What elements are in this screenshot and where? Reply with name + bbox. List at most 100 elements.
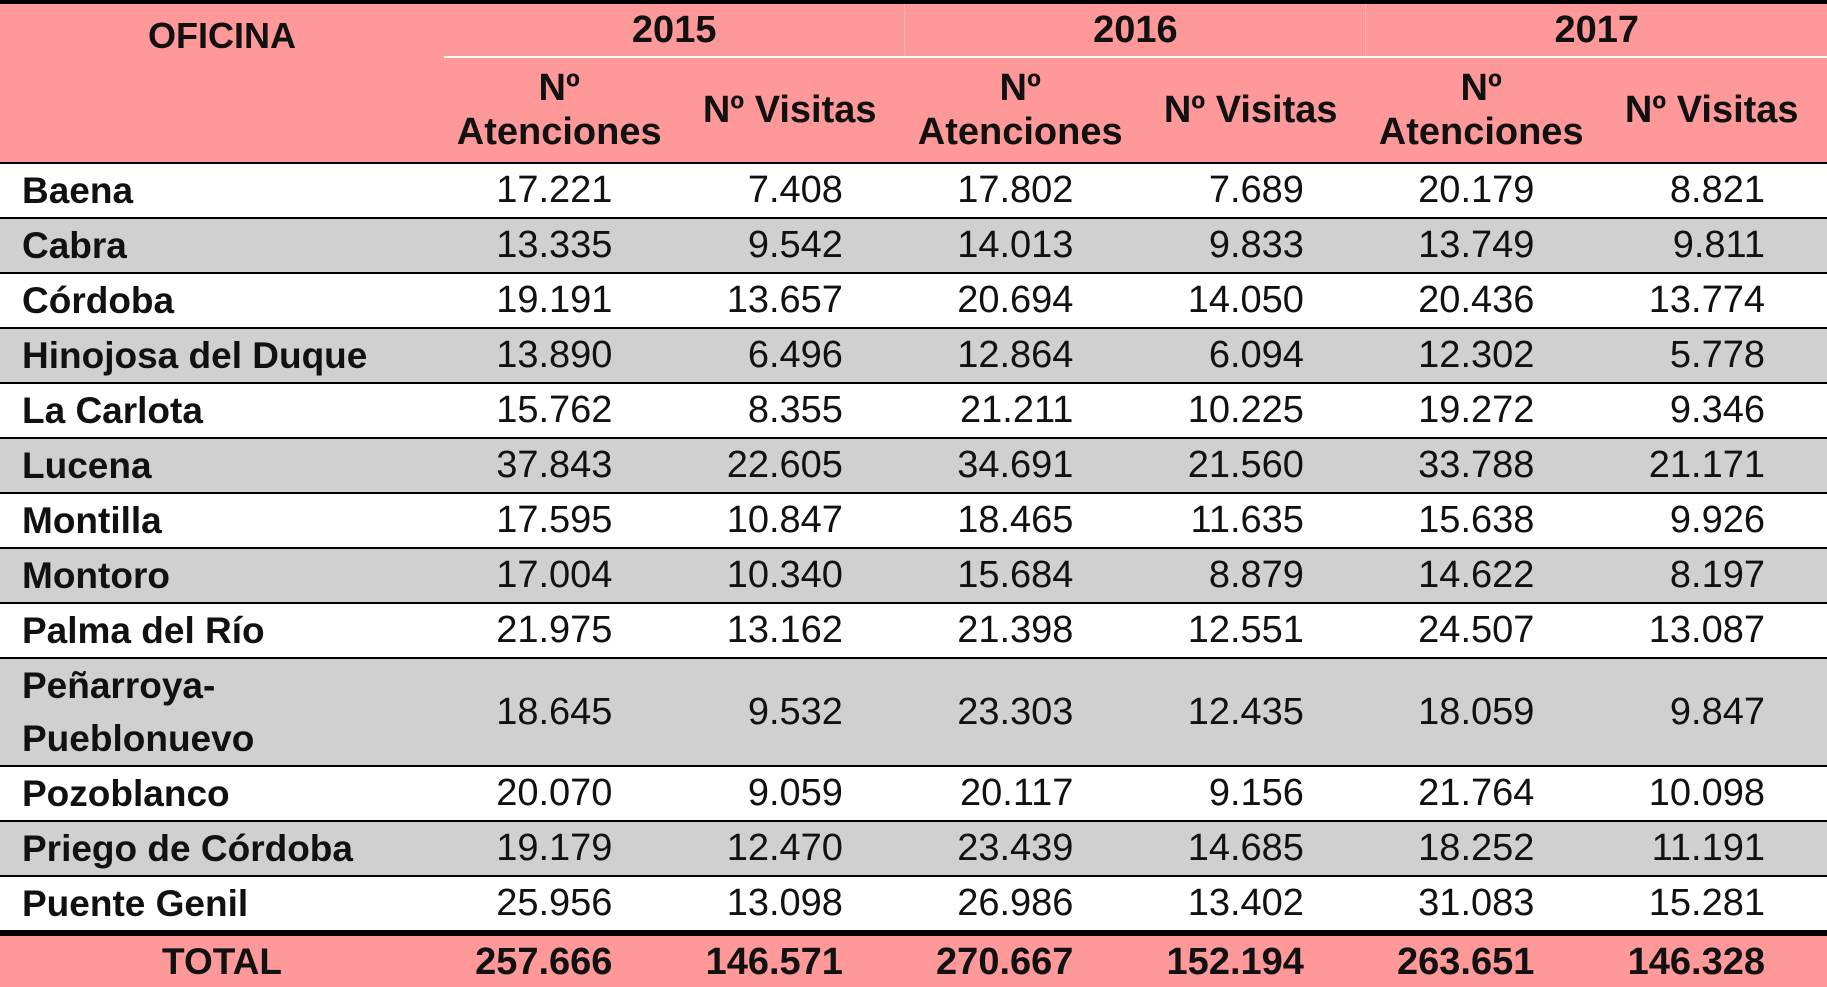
- value-cell: 19.179: [443, 820, 675, 876]
- table-row: Montilla 17.595 10.847 18.465 11.635 15.638 9.…: [0, 492, 1827, 548]
- value-cell: 6.094: [1135, 327, 1366, 383]
- value-cell: 9.847: [1596, 657, 1827, 766]
- value-cell: 18.252: [1365, 820, 1597, 876]
- value-cell: 33.788: [1365, 437, 1597, 493]
- attentions-header-2017: Nº Atenciones: [1365, 57, 1597, 163]
- total-row: TOTAL 257.666 146.571 270.667 152.194 26…: [0, 930, 1827, 987]
- total-cell: 257.666: [443, 930, 675, 987]
- value-cell: 7.689: [1135, 162, 1366, 218]
- value-cell: 8.821: [1596, 162, 1827, 218]
- value-cell: 21.560: [1135, 437, 1366, 493]
- value-cell: 17.595: [443, 492, 675, 548]
- office-name-cell: Baena: [0, 162, 444, 218]
- value-cell: 17.221: [443, 162, 675, 218]
- table-body: Baena 17.221 7.408 17.802 7.689 20.179 8.821 Ca…: [0, 162, 1827, 933]
- value-cell: 7.408: [674, 162, 905, 218]
- value-cell: 14.050: [1135, 272, 1366, 328]
- value-cell: 5.778: [1596, 327, 1827, 383]
- table-row: Peñarroya-Pueblonuevo 18.645 9.532 23.303 12…: [0, 657, 1827, 766]
- table-row: La Carlota 15.762 8.355 21.211 10.225 19.272 9…: [0, 382, 1827, 438]
- visits-header-2016: Nº Visitas: [1135, 57, 1366, 163]
- value-cell: 14.685: [1135, 820, 1366, 876]
- value-cell: 13.162: [674, 602, 905, 658]
- value-cell: 21.398: [904, 602, 1136, 658]
- total-cell: 146.328: [1596, 930, 1827, 987]
- total-cell: 152.194: [1135, 930, 1366, 987]
- value-cell: 19.272: [1365, 382, 1597, 438]
- office-name-cell: Hinojosa del Duque: [0, 327, 444, 383]
- value-cell: 10.225: [1135, 382, 1366, 438]
- value-cell: 12.470: [674, 820, 905, 876]
- value-cell: 13.402: [1135, 875, 1366, 933]
- value-cell: 12.302: [1365, 327, 1597, 383]
- value-cell: 13.098: [674, 875, 905, 933]
- attentions-header-2015: Nº Atenciones: [443, 57, 675, 163]
- value-cell: 10.098: [1596, 765, 1827, 821]
- total-cell: 146.571: [674, 930, 905, 987]
- value-cell: 26.986: [904, 875, 1136, 933]
- value-cell: 8.879: [1135, 547, 1366, 603]
- value-cell: 17.004: [443, 547, 675, 603]
- table-header: OFICINA 2015 2016 2017 Nº Atenciones Nº …: [0, 2, 1827, 163]
- visits-header-2017: Nº Visitas: [1596, 57, 1827, 163]
- total-cell: 263.651: [1365, 930, 1597, 987]
- attentions-header-2016: Nº Atenciones: [904, 57, 1136, 163]
- value-cell: 18.059: [1365, 657, 1597, 766]
- value-cell: 11.635: [1135, 492, 1366, 548]
- year-header-2016: 2016: [904, 2, 1366, 58]
- value-cell: 13.774: [1596, 272, 1827, 328]
- value-cell: 37.843: [443, 437, 675, 493]
- office-name-cell: Puente Genil: [0, 875, 444, 933]
- value-cell: 34.691: [904, 437, 1136, 493]
- table-row: Priego de Córdoba 19.179 12.470 23.439 14.68…: [0, 820, 1827, 876]
- value-cell: 8.355: [674, 382, 905, 438]
- value-cell: 9.156: [1135, 765, 1366, 821]
- value-cell: 20.070: [443, 765, 675, 821]
- value-cell: 14.622: [1365, 547, 1597, 603]
- value-cell: 21.211: [904, 382, 1136, 438]
- table-row: Palma del Río 21.975 13.162 21.398 12.551 24.…: [0, 602, 1827, 658]
- value-cell: 9.542: [674, 217, 905, 273]
- table-row: Hinojosa del Duque 13.890 6.496 12.864 6.094…: [0, 327, 1827, 383]
- office-name-cell: La Carlota: [0, 382, 444, 438]
- table-row: Baena 17.221 7.408 17.802 7.689 20.179 8.821: [0, 162, 1827, 218]
- value-cell: 14.013: [904, 217, 1136, 273]
- value-cell: 21.764: [1365, 765, 1597, 821]
- value-cell: 9.833: [1135, 217, 1366, 273]
- value-cell: 18.645: [443, 657, 675, 766]
- value-cell: 11.191: [1596, 820, 1827, 876]
- value-cell: 13.890: [443, 327, 675, 383]
- table-row: Pozoblanco 20.070 9.059 20.117 9.156 21.764 10…: [0, 765, 1827, 821]
- value-cell: 20.117: [904, 765, 1136, 821]
- value-cell: 12.864: [904, 327, 1136, 383]
- value-cell: 15.638: [1365, 492, 1597, 548]
- value-cell: 20.694: [904, 272, 1136, 328]
- value-cell: 12.551: [1135, 602, 1366, 658]
- total-cell: 270.667: [904, 930, 1136, 987]
- visits-header-2015: Nº Visitas: [674, 57, 905, 163]
- value-cell: 18.465: [904, 492, 1136, 548]
- value-cell: 10.847: [674, 492, 905, 548]
- total-label: TOTAL: [0, 930, 444, 987]
- value-cell: 13.087: [1596, 602, 1827, 658]
- value-cell: 23.303: [904, 657, 1136, 766]
- office-column-header: OFICINA: [0, 2, 444, 163]
- value-cell: 12.435: [1135, 657, 1366, 766]
- year-header-2015: 2015: [443, 2, 905, 58]
- office-name-cell: Pozoblanco: [0, 765, 444, 821]
- value-cell: 13.749: [1365, 217, 1597, 273]
- value-cell: 15.281: [1596, 875, 1827, 933]
- table-row: Córdoba 19.191 13.657 20.694 14.050 20.436 13.…: [0, 272, 1827, 328]
- office-name-cell: Priego de Córdoba: [0, 820, 444, 876]
- value-cell: 25.956: [443, 875, 675, 933]
- value-cell: 8.197: [1596, 547, 1827, 603]
- value-cell: 23.439: [904, 820, 1136, 876]
- office-name-cell: Lucena: [0, 437, 444, 493]
- office-name-cell: Córdoba: [0, 272, 444, 328]
- office-name-cell: Cabra: [0, 217, 444, 273]
- office-name-cell: Peñarroya-Pueblonuevo: [0, 657, 444, 766]
- value-cell: 9.346: [1596, 382, 1827, 438]
- value-cell: 24.507: [1365, 602, 1597, 658]
- office-name-cell: Montilla: [0, 492, 444, 548]
- value-cell: 9.811: [1596, 217, 1827, 273]
